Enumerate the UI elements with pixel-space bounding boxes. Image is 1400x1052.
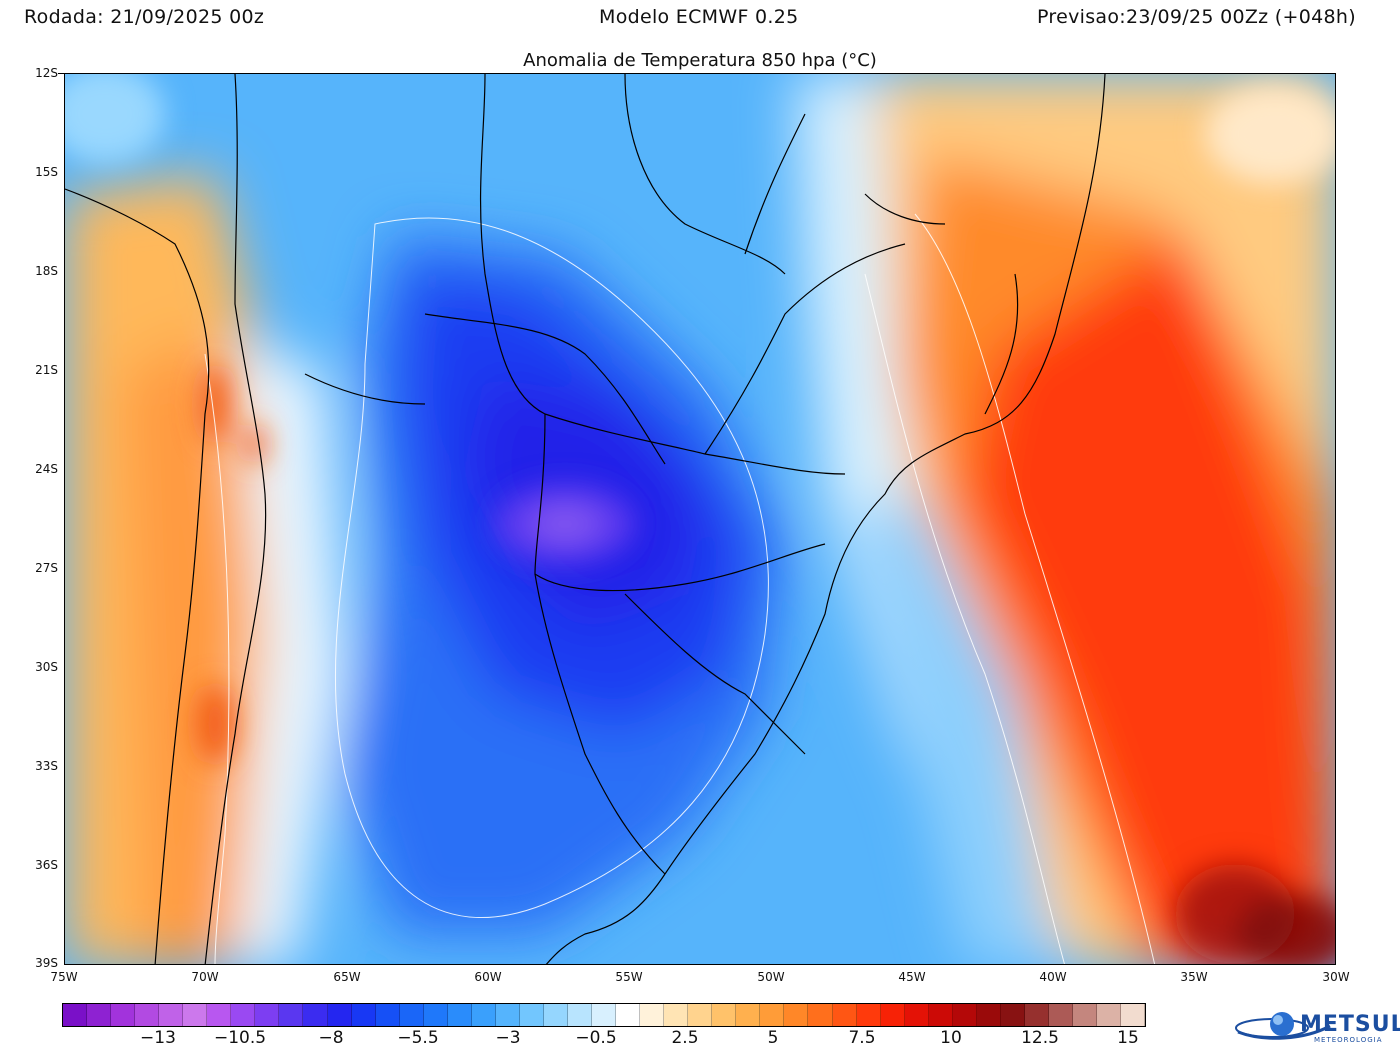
colorbar-label: −8 [318, 1028, 344, 1048]
colorbar-swatch [183, 1004, 208, 1026]
colorbar-label: −3 [495, 1028, 521, 1048]
colorbar-label: 5 [767, 1028, 779, 1048]
lon-label: 50W [757, 970, 785, 984]
lon-label: 30W [1322, 970, 1350, 984]
anomaly-colorbar [62, 1003, 1146, 1027]
colorbar-swatch [784, 1004, 809, 1026]
anomaly-contours [204, 213, 1156, 964]
lon-label: 35W [1180, 970, 1208, 984]
lat-label: 21S [35, 363, 58, 377]
colorbar-swatch [1097, 1004, 1122, 1026]
colorbar-swatch [87, 1004, 112, 1026]
anomaly-field [65, 74, 1335, 964]
colorbar-swatch [471, 1004, 496, 1026]
colorbar-swatch [495, 1004, 520, 1026]
colorbar-label: 10 [940, 1028, 962, 1048]
lat-label: 33S [35, 759, 58, 773]
lat-label: 27S [35, 561, 58, 575]
colorbar-label: 12.5 [1021, 1028, 1059, 1048]
lon-label: 75W [50, 970, 78, 984]
lat-label: 24S [35, 462, 58, 476]
lat-label: 30S [35, 660, 58, 674]
temperature-anomaly-map [64, 73, 1336, 965]
lon-label: 40W [1039, 970, 1067, 984]
colorbar-swatch [928, 1004, 953, 1026]
colorbar-label: 7.5 [848, 1028, 876, 1048]
colorbar-swatch [1024, 1004, 1049, 1026]
lat-label: 15S [35, 165, 58, 179]
colorbar-label: −10.5 [213, 1028, 267, 1048]
lat-label: 39S [35, 956, 58, 970]
colorbar-swatch [712, 1004, 737, 1026]
lat-label: 36S [35, 858, 58, 872]
lon-label: 60W [474, 970, 502, 984]
colorbar-swatch [159, 1004, 184, 1026]
colorbar-swatch [135, 1004, 160, 1026]
colorbar-swatch [255, 1004, 280, 1026]
colorbar-swatch [1121, 1004, 1146, 1026]
run-label: Rodada: 21/09/2025 00z [24, 6, 265, 28]
colorbar-swatch [111, 1004, 136, 1026]
logo-sub: METEOROLOGIA [1314, 1036, 1383, 1044]
colorbar-swatch [592, 1004, 617, 1026]
colorbar-label: −5.5 [397, 1028, 439, 1048]
colorbar-label: 2.5 [671, 1028, 699, 1048]
colorbar-swatch [760, 1004, 785, 1026]
colorbar-swatch [976, 1004, 1001, 1026]
colorbar-swatch [688, 1004, 713, 1026]
lon-label: 65W [333, 970, 361, 984]
colorbar-swatch [1000, 1004, 1025, 1026]
lon-label: 45W [898, 970, 926, 984]
colorbar-swatch [327, 1004, 352, 1026]
colorbar-swatch [1048, 1004, 1073, 1026]
colorbar-swatch [856, 1004, 881, 1026]
lon-label: 55W [615, 970, 643, 984]
colorbar-swatch [616, 1004, 641, 1026]
lat-tick [58, 73, 64, 74]
colorbar-swatch [904, 1004, 929, 1026]
colorbar-swatch [231, 1004, 256, 1026]
colorbar-swatch [351, 1004, 376, 1026]
colorbar-swatch [1072, 1004, 1098, 1026]
lon-label: 70W [191, 970, 219, 984]
map-title: Anomalia de Temperatura 850 hpa (°C) [523, 50, 877, 71]
model-label: Modelo ECMWF 0.25 [599, 6, 799, 28]
colorbar-swatch [880, 1004, 905, 1026]
colorbar-swatch [303, 1004, 328, 1026]
colorbar-swatch [567, 1004, 593, 1026]
colorbar-swatch [279, 1004, 304, 1026]
colorbar-swatch [447, 1004, 472, 1026]
colorbar-swatch [63, 1004, 88, 1026]
colorbar-swatch [543, 1004, 568, 1026]
colorbar-swatch [423, 1004, 448, 1026]
colorbar-swatch [375, 1004, 400, 1026]
colorbar-swatch [832, 1004, 857, 1026]
logo-name: METSUL [1300, 1012, 1400, 1037]
colorbar-swatch [664, 1004, 689, 1026]
colorbar-swatch [736, 1004, 761, 1026]
colorbar-label: −0.5 [575, 1028, 617, 1048]
colorbar-label: 15 [1117, 1028, 1139, 1048]
colorbar-label: −13 [140, 1028, 176, 1048]
colorbar-swatch [519, 1004, 544, 1026]
colorbar-swatch [808, 1004, 833, 1026]
forecast-label: Previsao:23/09/25 00Zz (+048h) [1037, 6, 1356, 28]
colorbar-swatch [640, 1004, 665, 1026]
colorbar-swatch [399, 1004, 424, 1026]
country-borders [65, 74, 1106, 964]
metsul-logo [1235, 1012, 1331, 1040]
lat-label: 18S [35, 264, 58, 278]
lat-label: 12S [35, 66, 58, 80]
colorbar-swatch [207, 1004, 232, 1026]
colorbar-swatch [952, 1004, 977, 1026]
